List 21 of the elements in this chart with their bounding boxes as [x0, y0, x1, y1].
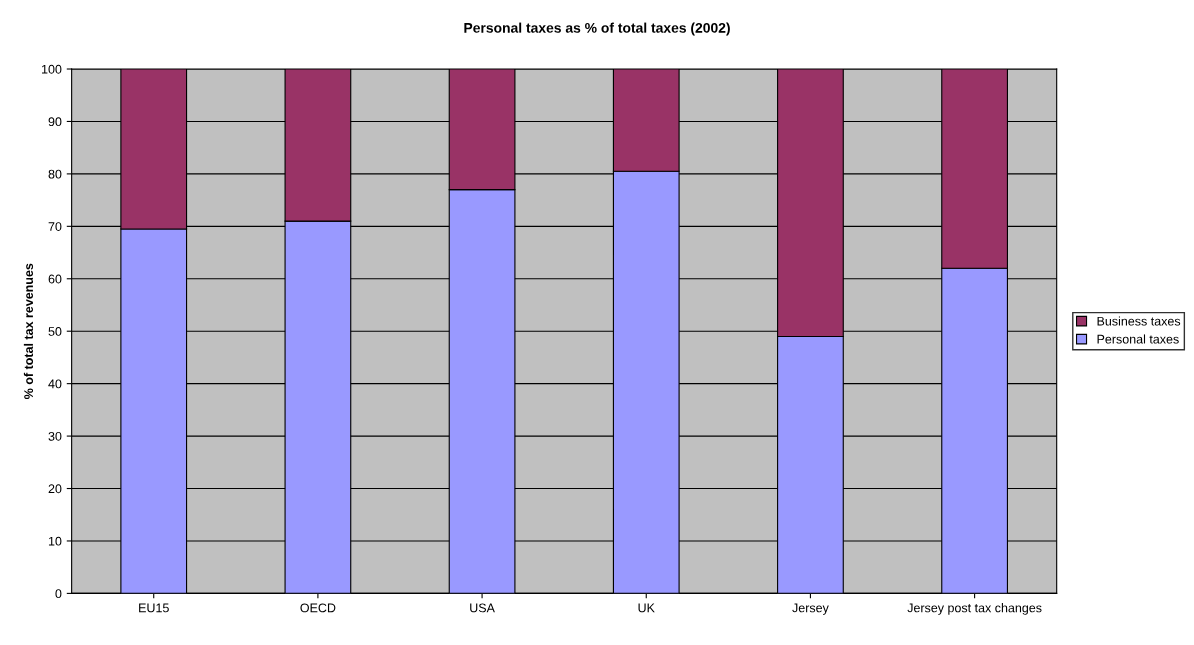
y-tick-label: 80: [48, 169, 62, 179]
x-tick-label: UK: [638, 603, 655, 613]
x-tick-label: EU15: [139, 603, 169, 613]
y-tick-label: 40: [48, 379, 62, 389]
x-tick-label: Jersey post tax changes: [907, 603, 1042, 615]
legend-label: Business taxes: [1097, 316, 1181, 326]
y-tick-label: 10: [48, 536, 62, 546]
x-tick-label: Jersey: [792, 603, 829, 615]
y-tick-label: 70: [48, 222, 62, 231]
chart-title: Personal taxes as % of total taxes (2002): [464, 22, 730, 36]
y-tick-label: 20: [48, 484, 62, 494]
y-tick-label: 0: [55, 589, 62, 599]
legend-label: Personal taxes: [1097, 334, 1179, 344]
y-tick-label: 60: [48, 274, 62, 284]
x-tick-label: OECD: [300, 603, 336, 613]
y-tick-label: 90: [48, 117, 62, 127]
y-axis-title: % of total tax revenues: [23, 263, 34, 399]
x-tick-label: USA: [470, 603, 495, 613]
y-tick-label: 30: [48, 431, 62, 441]
y-tick-label: 100: [42, 64, 62, 74]
y-tick-label: 50: [48, 327, 62, 336]
